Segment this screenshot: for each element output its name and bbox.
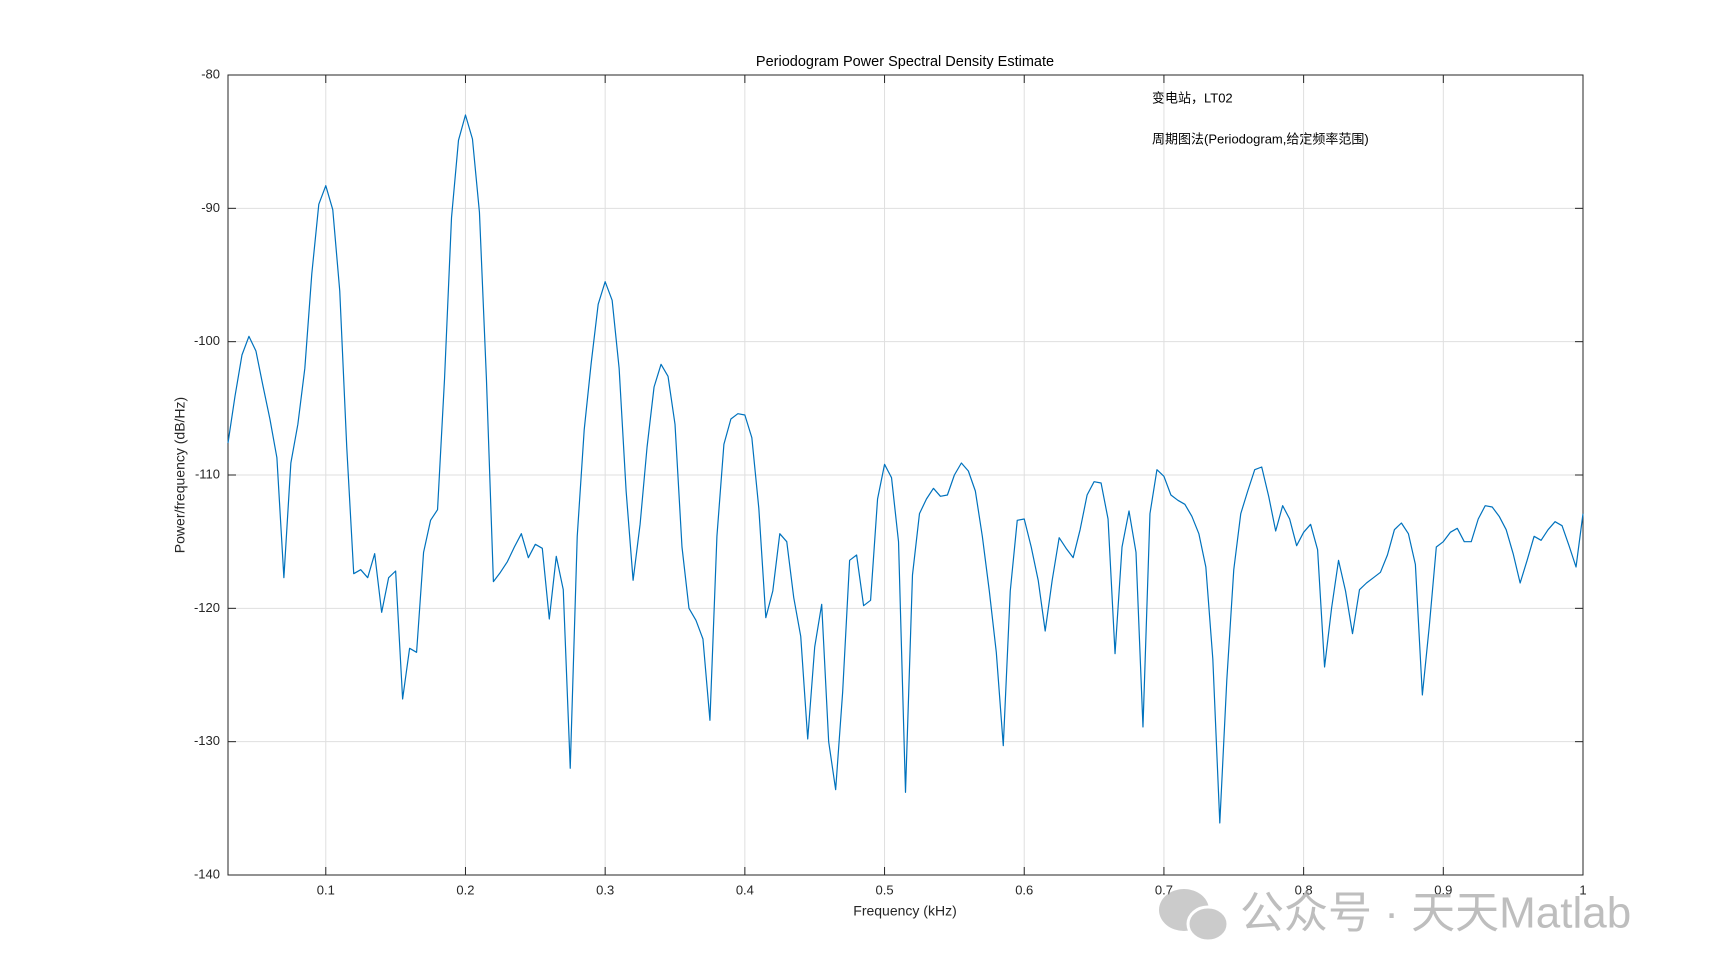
x-tick-label: 0.3 xyxy=(596,882,614,897)
watermark: 公众号 · 天天Matlab xyxy=(1240,889,1631,938)
annotation: 周期图法(Periodogram,给定频率范围) xyxy=(1152,131,1369,146)
y-tick-label: -100 xyxy=(194,333,220,348)
x-tick-label: 0.2 xyxy=(456,882,474,897)
watermark-icon xyxy=(1159,889,1230,943)
x-axis-label: Frequency (kHz) xyxy=(853,903,956,919)
y-tick-label: -110 xyxy=(195,466,220,481)
x-tick-label: 0.6 xyxy=(1015,882,1033,897)
y-tick-label: -120 xyxy=(194,600,220,615)
y-tick-label: -140 xyxy=(194,866,220,881)
y-tick-label: -90 xyxy=(201,200,220,215)
plot-box xyxy=(227,74,1584,876)
annotation: 变电站，LT02 xyxy=(1152,90,1233,105)
x-tick-label: 0.8 xyxy=(1295,882,1313,897)
x-tick-label: 0.4 xyxy=(736,882,754,897)
x-tick-label: 0.1 xyxy=(317,882,335,897)
data-line xyxy=(227,114,1584,824)
x-tick-label: 1 xyxy=(1579,882,1586,897)
x-tick-label: 0.9 xyxy=(1434,882,1452,897)
chart-title: Periodogram Power Spectral Density Estim… xyxy=(756,54,1054,70)
y-tick-label: -80 xyxy=(201,66,220,81)
y-tick-label: -130 xyxy=(194,733,220,748)
y-axis-label: Power/frequency (dB/Hz) xyxy=(172,397,188,553)
x-tick-label: 0.5 xyxy=(876,882,894,897)
